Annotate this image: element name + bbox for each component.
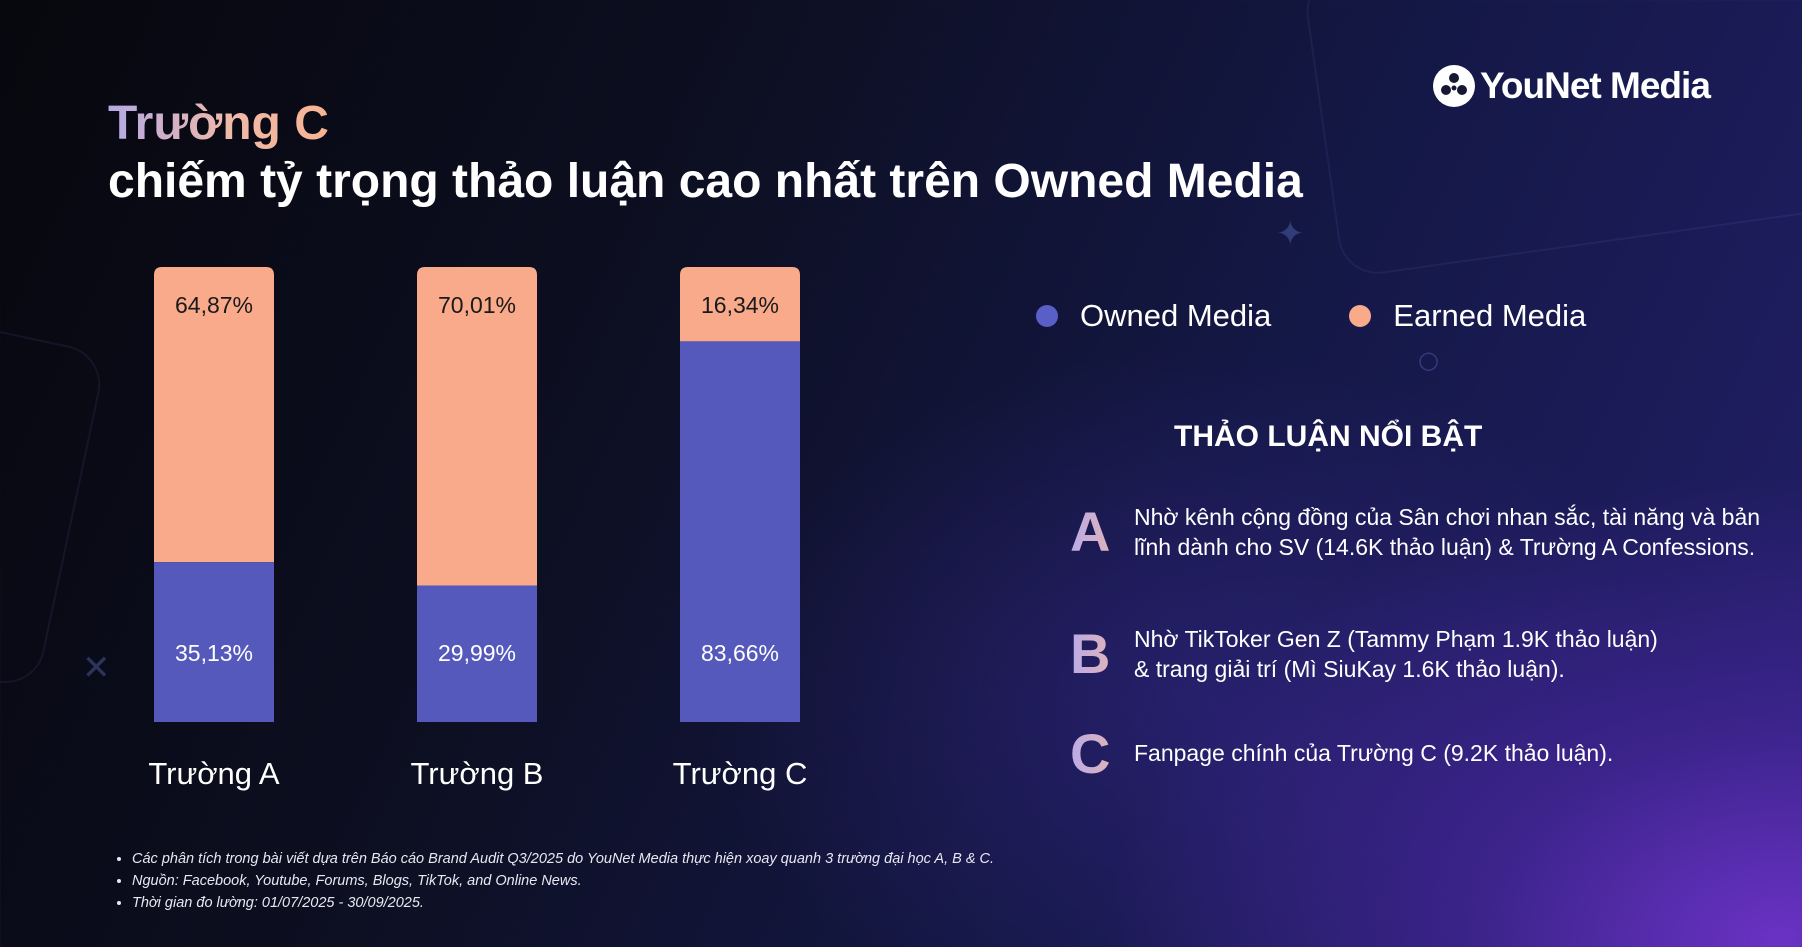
bar-earned-truong-c xyxy=(680,267,800,342)
legend-item-owned-media: Owned Media xyxy=(1036,298,1271,334)
page-title: chiếm tỷ trọng thảo luận cao nhất trên O… xyxy=(108,155,1303,208)
bar-earned-truong-a xyxy=(154,267,274,563)
legend-item-earned-media: Earned Media xyxy=(1349,298,1586,334)
highlight-text: Fanpage chính của Trường C (9.2K thảo lu… xyxy=(1134,740,1614,766)
category-label-truong-b: Trường B xyxy=(411,756,544,791)
footnote-item: Các phân tích trong bài viết dựa trên Bá… xyxy=(132,848,994,870)
highlight-letter: A xyxy=(1070,502,1134,562)
legend-label: Owned Media xyxy=(1080,298,1272,333)
highlight-letter: B xyxy=(1070,624,1134,684)
data-label-owned: 35,13% xyxy=(175,640,253,666)
data-label-owned: 29,99% xyxy=(438,640,516,666)
logo-wordmark: YouNet Media xyxy=(1480,65,1711,106)
legend-label: Earned Media xyxy=(1393,298,1587,333)
bar-owned-truong-c xyxy=(680,341,800,722)
page-title-highlight: Trường C xyxy=(108,97,329,150)
bar-owned-truong-a xyxy=(154,562,274,722)
data-label-earned: 70,01% xyxy=(438,292,516,318)
chart-legend: Owned Media Earned Media xyxy=(1036,298,1664,334)
highlight-item-b: B Nhờ TikToker Gen Z (Tammy Phạm 1.9K th… xyxy=(1070,624,1674,684)
data-label-earned: 64,87% xyxy=(175,292,253,318)
data-label-owned: 83,66% xyxy=(701,640,779,666)
younet-logo-icon xyxy=(1433,65,1475,107)
category-label-truong-a: Trường A xyxy=(148,756,280,791)
younet-media-logo: YouNet Media xyxy=(1432,64,1711,108)
highlight-letter: C xyxy=(1070,724,1134,784)
bar-owned-truong-b xyxy=(417,585,537,722)
bar-earned-truong-b xyxy=(417,267,537,586)
footnotes: Các phân tích trong bài viết dựa trên Bá… xyxy=(116,848,994,914)
highlight-item-c: C Fanpage chính của Trường C (9.2K thảo … xyxy=(1070,724,1784,784)
footnote-item: Nguồn: Facebook, Youtube, Forums, Blogs,… xyxy=(132,870,994,892)
highlight-text: Nhờ TikToker Gen Z (Tammy Phạm 1.9K thảo… xyxy=(1134,626,1658,682)
highlights-title: THẢO LUẬN NỔI BẬT xyxy=(1174,420,1483,453)
highlight-item-a: A Nhờ kênh cộng đồng của Sân chơi nhan s… xyxy=(1070,502,1784,562)
data-label-earned: 16,34% xyxy=(701,292,779,318)
legend-dot-owned xyxy=(1036,305,1058,327)
highlight-text: Nhờ kênh cộng đồng của Sân chơi nhan sắc… xyxy=(1134,504,1761,560)
category-label-truong-c: Trường C xyxy=(673,756,808,791)
legend-dot-earned xyxy=(1349,305,1372,327)
footnote-item: Thời gian đo lường: 01/07/2025 - 30/09/2… xyxy=(132,892,994,914)
